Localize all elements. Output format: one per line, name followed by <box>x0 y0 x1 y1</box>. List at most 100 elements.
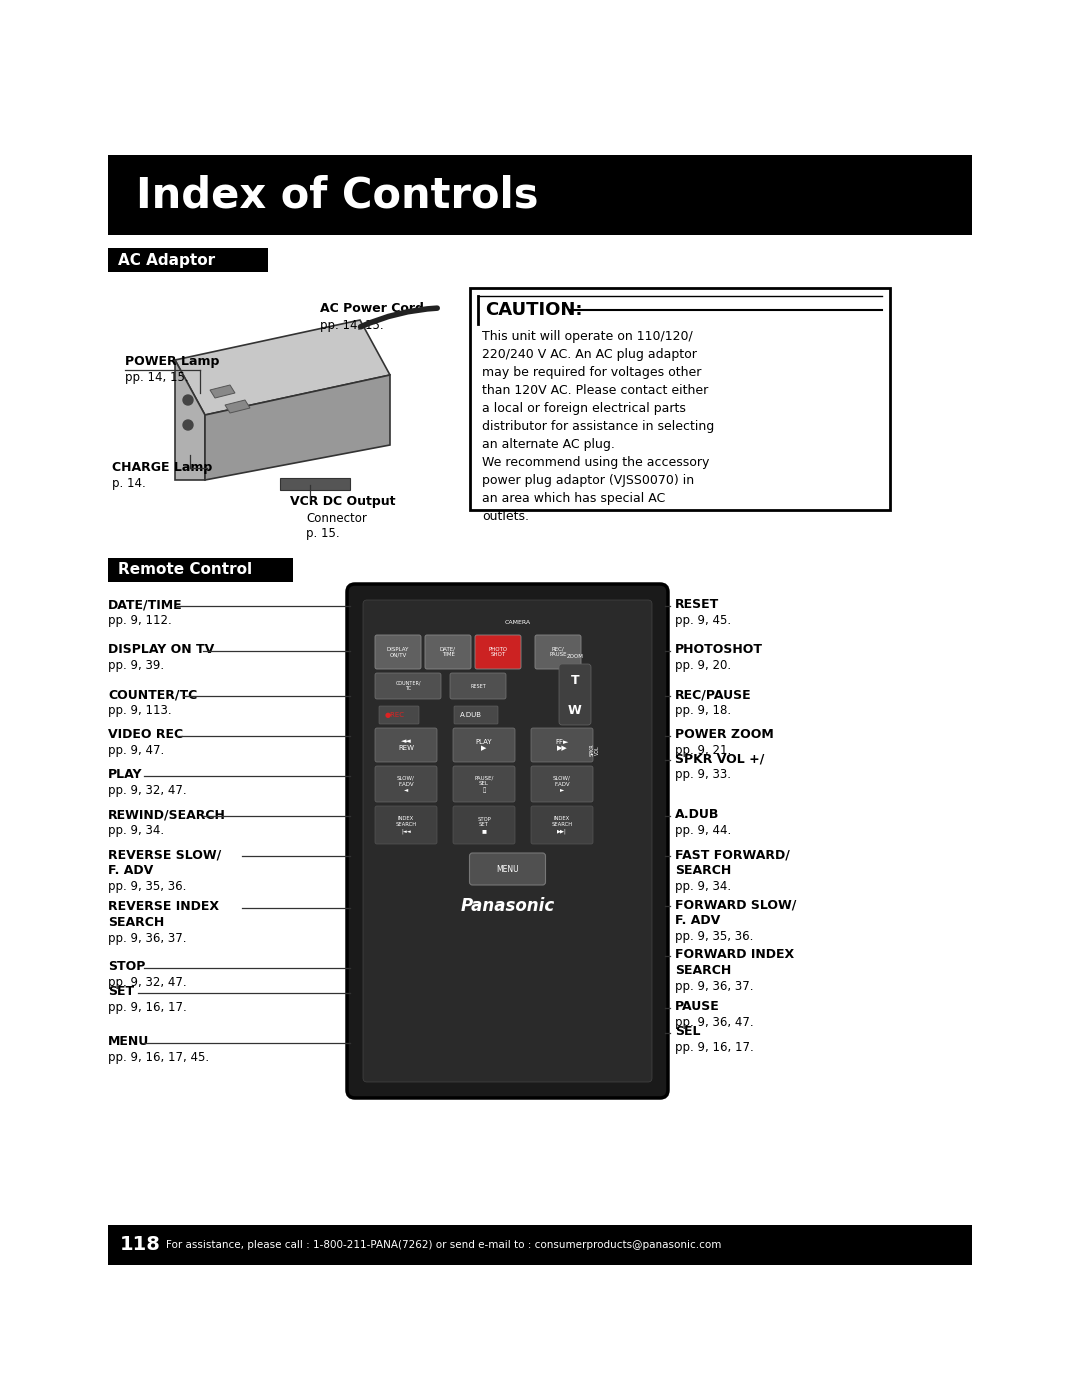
Text: PAUSE: PAUSE <box>675 1000 719 1013</box>
Text: pp. 9, 36, 37.: pp. 9, 36, 37. <box>675 981 754 993</box>
Text: FAST FORWARD/: FAST FORWARD/ <box>675 848 789 861</box>
Text: RESET: RESET <box>470 683 486 689</box>
Text: SEL: SEL <box>675 1025 701 1038</box>
Text: Index of Controls: Index of Controls <box>136 175 539 217</box>
Text: REVERSE SLOW/: REVERSE SLOW/ <box>108 848 221 861</box>
Text: pp. 9, 36, 37.: pp. 9, 36, 37. <box>108 932 187 944</box>
Text: DISPLAY ON TV: DISPLAY ON TV <box>108 643 214 657</box>
Text: This unit will operate on 110/120/
220/240 V AC. An AC plug adaptor
may be requi: This unit will operate on 110/120/ 220/2… <box>482 330 714 522</box>
Text: Connector: Connector <box>306 511 367 524</box>
FancyBboxPatch shape <box>470 854 545 886</box>
Bar <box>108 1225 972 1266</box>
FancyBboxPatch shape <box>475 636 521 669</box>
Text: INDEX
SEARCH
▶▶|: INDEX SEARCH ▶▶| <box>552 816 572 834</box>
Text: PHOTOSHOT: PHOTOSHOT <box>675 643 762 657</box>
FancyBboxPatch shape <box>531 728 593 761</box>
Circle shape <box>183 420 193 430</box>
FancyBboxPatch shape <box>375 636 421 669</box>
FancyBboxPatch shape <box>375 766 437 802</box>
Polygon shape <box>210 386 235 398</box>
Text: pp. 9, 32, 47.: pp. 9, 32, 47. <box>108 977 187 989</box>
FancyBboxPatch shape <box>363 599 652 1083</box>
Text: POWER Lamp: POWER Lamp <box>125 355 219 369</box>
Text: DISPLAY
ON/TV: DISPLAY ON/TV <box>387 647 409 658</box>
Text: pp. 9, 20.: pp. 9, 20. <box>675 659 731 672</box>
FancyBboxPatch shape <box>531 806 593 844</box>
Text: MENU: MENU <box>496 865 518 873</box>
Bar <box>280 478 350 490</box>
Text: SEARCH: SEARCH <box>675 964 731 977</box>
Text: DATE/
TIME: DATE/ TIME <box>440 647 456 658</box>
Text: ●REC: ●REC <box>384 712 405 718</box>
Text: pp. 9, 39.: pp. 9, 39. <box>108 659 164 672</box>
Text: Panasonic: Panasonic <box>460 897 555 915</box>
Text: pp. 9, 44.: pp. 9, 44. <box>675 824 731 837</box>
Text: CAMERA: CAMERA <box>504 619 530 624</box>
Text: pp. 9, 35, 36.: pp. 9, 35, 36. <box>108 880 187 893</box>
FancyBboxPatch shape <box>375 728 437 761</box>
Text: VIDEO REC: VIDEO REC <box>108 728 184 740</box>
Text: F. ADV: F. ADV <box>675 914 720 928</box>
Bar <box>108 249 268 272</box>
Text: SLOW/
F.ADV
◄: SLOW/ F.ADV ◄ <box>397 775 415 792</box>
FancyBboxPatch shape <box>453 728 515 761</box>
Text: COUNTER/
TC: COUNTER/ TC <box>395 680 421 692</box>
Text: FORWARD SLOW/: FORWARD SLOW/ <box>675 898 796 911</box>
Text: F. ADV: F. ADV <box>108 863 153 877</box>
Text: STOP
SET
■: STOP SET ■ <box>477 817 491 833</box>
Text: SPKR VOL +/: SPKR VOL +/ <box>675 752 765 766</box>
Text: pp. 14, 15.: pp. 14, 15. <box>320 319 383 331</box>
Text: pp. 9, 16, 17, 45.: pp. 9, 16, 17, 45. <box>108 1051 210 1065</box>
Text: AC Adaptor: AC Adaptor <box>118 253 215 267</box>
Text: p. 14.: p. 14. <box>112 478 146 490</box>
FancyBboxPatch shape <box>347 584 669 1098</box>
Text: pp. 9, 32, 47.: pp. 9, 32, 47. <box>108 784 187 798</box>
Text: ZOOM: ZOOM <box>567 655 583 659</box>
Bar <box>108 557 293 583</box>
Text: A.DUB: A.DUB <box>675 807 719 821</box>
Text: Remote Control: Remote Control <box>118 563 252 577</box>
Text: SLOW/
F.ADV
►: SLOW/ F.ADV ► <box>553 775 571 792</box>
Text: REC/PAUSE: REC/PAUSE <box>675 687 752 701</box>
Text: POWER ZOOM: POWER ZOOM <box>675 728 773 740</box>
Polygon shape <box>205 374 390 481</box>
Text: pp. 9, 45.: pp. 9, 45. <box>675 615 731 627</box>
FancyBboxPatch shape <box>379 705 419 724</box>
Text: pp. 9, 113.: pp. 9, 113. <box>108 704 172 717</box>
Bar <box>470 288 890 510</box>
Text: RESET: RESET <box>675 598 719 610</box>
Text: DATE/TIME: DATE/TIME <box>108 598 183 610</box>
Text: REVERSE INDEX: REVERSE INDEX <box>108 900 219 914</box>
FancyBboxPatch shape <box>535 636 581 669</box>
FancyBboxPatch shape <box>559 664 591 725</box>
Text: pp. 14, 15.: pp. 14, 15. <box>125 372 189 384</box>
Text: pp. 9, 34.: pp. 9, 34. <box>108 824 164 837</box>
Text: CHARGE Lamp: CHARGE Lamp <box>112 461 213 475</box>
Text: REC/
PAUSE: REC/ PAUSE <box>550 647 567 658</box>
Text: CAUTION:: CAUTION: <box>485 300 582 319</box>
Text: STOP: STOP <box>108 960 146 972</box>
Polygon shape <box>225 400 249 414</box>
Text: MENU: MENU <box>108 1035 149 1048</box>
Text: PHOTO
SHOT: PHOTO SHOT <box>488 647 508 658</box>
Text: 118: 118 <box>120 1235 161 1255</box>
Text: PLAY
▶: PLAY ▶ <box>475 739 492 752</box>
FancyBboxPatch shape <box>454 705 498 724</box>
Text: VCR DC Output: VCR DC Output <box>291 496 395 509</box>
Text: pp. 9, 47.: pp. 9, 47. <box>108 745 164 757</box>
Text: T: T <box>570 673 579 686</box>
Text: COUNTER/TC: COUNTER/TC <box>108 687 198 701</box>
Text: ◄◄
REW: ◄◄ REW <box>399 739 414 752</box>
Text: SEARCH: SEARCH <box>675 863 731 877</box>
Text: pp. 9, 34.: pp. 9, 34. <box>675 880 731 893</box>
Text: REWIND/SEARCH: REWIND/SEARCH <box>108 807 226 821</box>
FancyBboxPatch shape <box>531 766 593 802</box>
FancyBboxPatch shape <box>453 766 515 802</box>
Text: AC Power Cord: AC Power Cord <box>320 302 423 314</box>
Bar <box>108 155 972 235</box>
Text: FF►
▶▶: FF► ▶▶ <box>555 739 569 752</box>
Text: SET: SET <box>108 985 134 997</box>
Text: pp. 9, 16, 17.: pp. 9, 16, 17. <box>675 1041 754 1053</box>
Text: p. 15.: p. 15. <box>306 528 339 541</box>
FancyBboxPatch shape <box>375 806 437 844</box>
